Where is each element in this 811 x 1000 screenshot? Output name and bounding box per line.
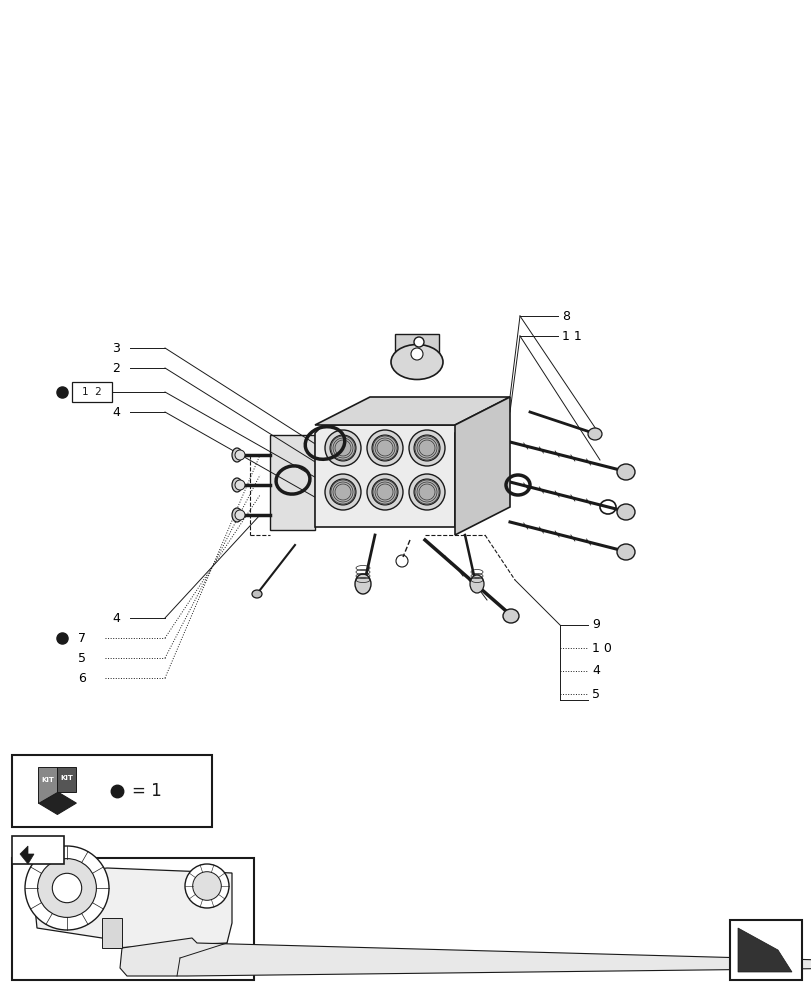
Polygon shape [32,868,232,948]
Circle shape [329,435,355,461]
Bar [72,382,112,402]
Text: 1 0: 1 0 [591,642,611,654]
Text: 9: 9 [591,618,599,632]
Ellipse shape [391,344,443,379]
Polygon shape [270,435,315,530]
Circle shape [371,435,397,461]
Polygon shape [394,334,439,362]
Text: 6: 6 [78,672,86,684]
Ellipse shape [251,590,262,598]
Text: KIT: KIT [60,775,73,781]
Ellipse shape [354,574,371,594]
Circle shape [414,479,440,505]
Circle shape [192,872,221,900]
Circle shape [371,479,397,505]
Text: 4: 4 [591,664,599,678]
Text: KIT: KIT [41,777,54,783]
Ellipse shape [616,464,634,480]
Text: 5: 5 [591,688,599,700]
Polygon shape [38,767,58,803]
Polygon shape [120,938,811,976]
Bar [12,858,254,980]
Circle shape [234,450,245,460]
Circle shape [324,474,361,510]
Text: 7: 7 [78,632,86,644]
Text: 4: 4 [112,611,120,624]
Circle shape [234,510,245,520]
Text: 8: 8 [561,310,569,322]
Ellipse shape [587,428,601,440]
Bar [729,920,801,980]
Polygon shape [454,397,509,535]
Circle shape [414,337,423,347]
Ellipse shape [470,575,483,593]
Circle shape [410,348,423,360]
Bar [12,755,212,827]
Polygon shape [58,767,76,792]
Polygon shape [20,846,34,864]
Text: 2: 2 [112,361,120,374]
Text: 3: 3 [112,342,120,355]
Circle shape [52,873,82,903]
Ellipse shape [502,609,518,623]
Ellipse shape [232,508,242,522]
Ellipse shape [232,478,242,492]
Polygon shape [737,928,791,972]
Ellipse shape [232,448,242,462]
Ellipse shape [616,544,634,560]
Circle shape [324,430,361,466]
Circle shape [414,435,440,461]
Text: 4: 4 [112,406,120,418]
Circle shape [367,474,402,510]
Circle shape [37,859,97,917]
Polygon shape [315,397,509,425]
Polygon shape [315,425,462,527]
Text: 1  2: 1 2 [82,387,101,397]
Bar [102,918,122,948]
Circle shape [409,430,444,466]
Circle shape [185,864,229,908]
Text: = 1: = 1 [132,782,161,800]
Polygon shape [38,792,76,814]
Circle shape [25,846,109,930]
Ellipse shape [616,504,634,520]
Circle shape [234,480,245,490]
Circle shape [329,479,355,505]
Text: 5: 5 [78,652,86,664]
Circle shape [367,430,402,466]
Bar [12,836,64,864]
Text: 1 1: 1 1 [561,330,581,342]
Circle shape [409,474,444,510]
